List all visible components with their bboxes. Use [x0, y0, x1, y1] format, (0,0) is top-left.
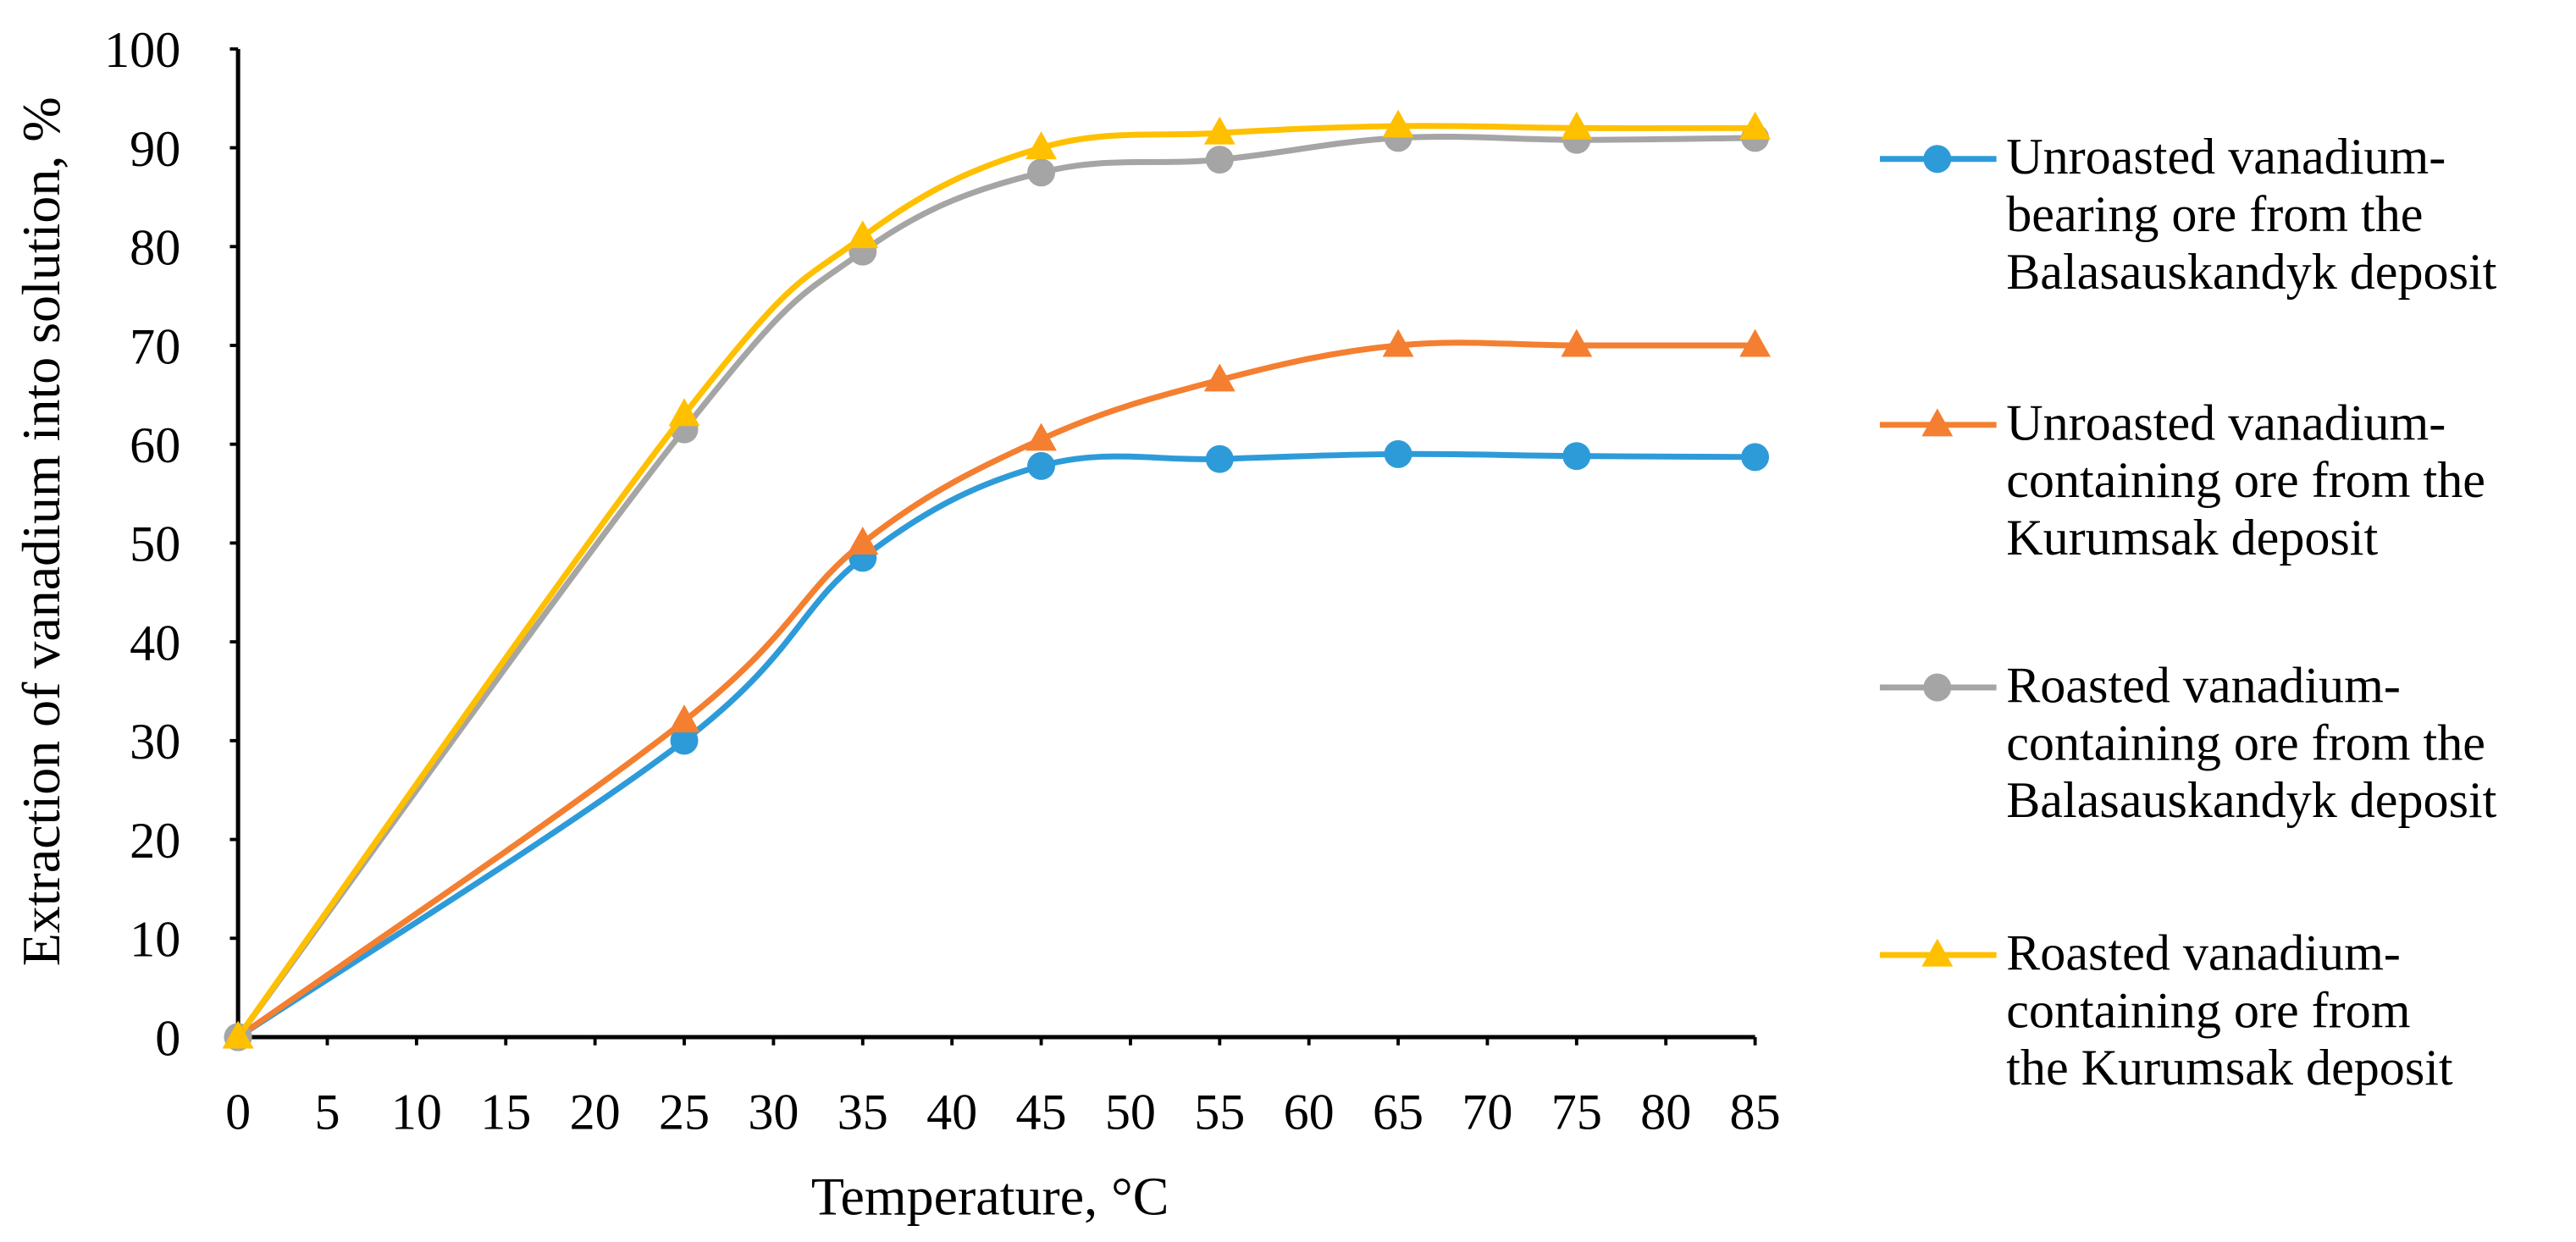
- x-tick-label: 10: [391, 1085, 442, 1141]
- y-axis-label: Extraction of vanadium into solution, %: [11, 97, 71, 966]
- data-point: [1384, 439, 1412, 468]
- data-point: [670, 726, 699, 755]
- data-point: [1027, 158, 1056, 187]
- legend-label: Roasted vanadium-: [2006, 657, 2401, 714]
- legend-item: Unroasted vanadium-bearing ore from theB…: [1879, 129, 2497, 301]
- series-line: [235, 123, 1759, 1041]
- legend-item: Roasted vanadium-containing ore from the…: [1879, 657, 2497, 829]
- legend-label: Unroasted vanadium-: [2006, 129, 2446, 185]
- data-point: [1741, 443, 1770, 472]
- x-tick-label: 20: [570, 1085, 621, 1141]
- data-point: [847, 220, 879, 249]
- data-point: [1561, 328, 1593, 357]
- y-tick-label: 0: [155, 1010, 180, 1067]
- legend-label: the Kurumsak deposit: [2006, 1040, 2453, 1096]
- x-tick-label: 75: [1551, 1085, 1602, 1141]
- data-point: [1739, 328, 1772, 357]
- y-tick-label: 50: [130, 516, 180, 573]
- x-tick-label: 50: [1105, 1085, 1156, 1141]
- x-axis-label: Temperature, °C: [811, 1166, 1169, 1226]
- x-tick-label: 0: [225, 1085, 251, 1141]
- y-tick-label: 40: [130, 615, 180, 671]
- data-point: [1203, 363, 1235, 392]
- legend-label: Balasauskandyk deposit: [2006, 772, 2496, 829]
- x-tick-label: 70: [1462, 1085, 1512, 1141]
- series-3: [224, 124, 1770, 1052]
- legend-marker: [1923, 673, 1952, 702]
- legend-label: containing ore from the: [2006, 452, 2485, 509]
- data-point: [222, 1020, 254, 1049]
- data-point: [1382, 328, 1414, 357]
- data-point: [1027, 451, 1056, 480]
- y-tick-label: 70: [130, 318, 180, 375]
- legend-item: Unroasted vanadium-containing ore from t…: [1879, 395, 2485, 566]
- x-tick-label: 55: [1194, 1085, 1245, 1141]
- legend-label: Kurumsak deposit: [2006, 510, 2378, 566]
- series-line: [235, 133, 1759, 1041]
- legend-label: containing ore from the: [2006, 715, 2485, 771]
- y-tick-label: 90: [130, 121, 180, 178]
- data-point: [1562, 442, 1591, 471]
- series-line: [235, 450, 1759, 1041]
- series-line: [235, 339, 1759, 1041]
- y-tick-label: 80: [130, 220, 180, 277]
- x-tick-label: 45: [1016, 1085, 1067, 1141]
- legend-label: Balasauskandyk deposit: [2006, 244, 2496, 301]
- series-2: [222, 328, 1772, 1049]
- y-tick-label: 10: [130, 912, 180, 969]
- x-tick-label: 35: [837, 1085, 888, 1141]
- x-tick-label: 25: [659, 1085, 710, 1141]
- series-layer: [222, 109, 1772, 1052]
- data-point: [1203, 116, 1235, 145]
- data-point: [1025, 131, 1057, 160]
- data-point: [668, 398, 700, 427]
- data-point: [847, 527, 879, 555]
- legend-label: Unroasted vanadium-: [2006, 395, 2446, 451]
- x-tick-label: 80: [1640, 1085, 1691, 1141]
- y-tick-label: 100: [104, 22, 180, 79]
- x-tick-label: 5: [314, 1085, 340, 1141]
- data-point: [1739, 111, 1772, 140]
- legend: Unroasted vanadium-bearing ore from theB…: [1879, 129, 2497, 1096]
- data-point: [668, 704, 700, 733]
- legend-label: containing ore from: [2006, 982, 2410, 1039]
- legend-label: bearing ore from the: [2006, 186, 2423, 243]
- x-tick-label: 15: [480, 1085, 531, 1141]
- legend-label: Roasted vanadium-: [2006, 925, 2401, 981]
- series-1: [224, 439, 1770, 1052]
- x-tick-label: 30: [748, 1085, 799, 1141]
- data-point: [1025, 422, 1057, 451]
- data-point: [1205, 444, 1234, 473]
- legend-marker: [1921, 408, 1954, 437]
- legend-marker: [1921, 938, 1954, 967]
- x-tick-label: 60: [1284, 1085, 1335, 1141]
- x-tick-label: 85: [1730, 1085, 1781, 1141]
- y-tick-label: 20: [130, 813, 180, 869]
- data-point: [1205, 146, 1234, 174]
- x-tick-label: 65: [1373, 1085, 1423, 1141]
- legend-item: Roasted vanadium-containing ore fromthe …: [1879, 925, 2453, 1096]
- legend-marker: [1923, 145, 1952, 174]
- y-axis-ticks: 0 10 20 30 40 50 60 70 80 90 100: [104, 22, 239, 1067]
- series-4: [222, 109, 1772, 1049]
- x-axis-ticks: 0 5 10 15 20 25 30 35 40 45 50 55 60 65 70 75 80 85: [225, 1036, 1781, 1141]
- data-point: [1561, 111, 1593, 140]
- y-tick-label: 30: [130, 714, 180, 770]
- data-point: [1382, 109, 1414, 138]
- y-tick-label: 60: [130, 417, 180, 474]
- x-tick-label: 40: [926, 1085, 977, 1141]
